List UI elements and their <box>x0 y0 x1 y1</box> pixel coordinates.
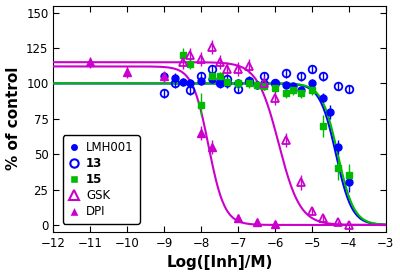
X-axis label: Log([Inh]/M): Log([Inh]/M) <box>166 256 273 270</box>
Legend: LMH001, 13, 15, GSK, DPI: LMH001, 13, 15, GSK, DPI <box>62 135 140 224</box>
Y-axis label: % of control: % of control <box>6 67 20 171</box>
